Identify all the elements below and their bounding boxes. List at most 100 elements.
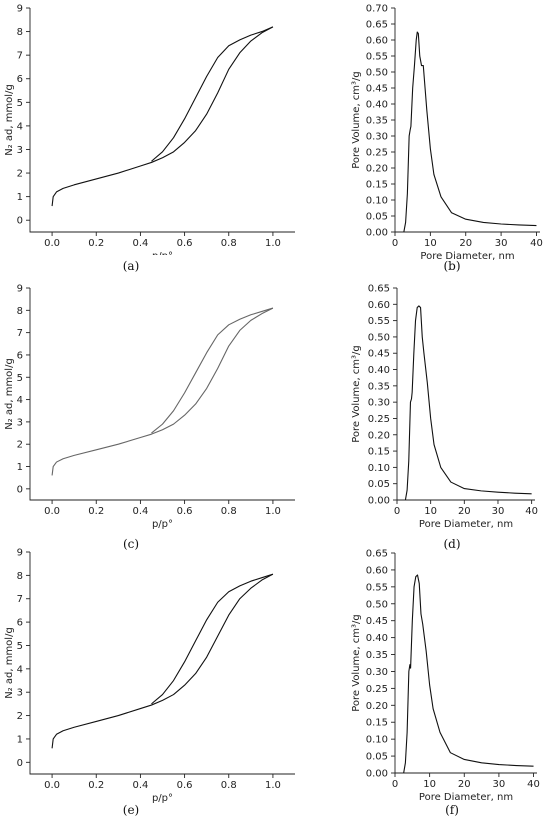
y-tick-label: 2: [17, 440, 23, 451]
axes-frame: [394, 8, 540, 233]
x-tick-label: 10: [424, 238, 437, 249]
series-line-1: [51, 307, 274, 476]
series-line-1: [404, 305, 532, 501]
y-tick-label: 0.30: [366, 132, 388, 143]
axes-frame: [29, 288, 295, 501]
y-tick-label: 0.20: [368, 430, 390, 441]
y-axis-title: Pore Volume, cm³/g: [351, 71, 362, 169]
chart-svg-f: 0 10 20 30 40 0.00 0.05 0.10 0.15 0.20 0.25 0.30 0.3…: [351, 549, 540, 804]
caption-a: (a): [122, 259, 140, 273]
axes-frame: [29, 552, 295, 775]
y-tick-label: 1: [17, 462, 23, 473]
y-tick-label: 6: [17, 74, 23, 85]
y-tick-label: 0.10: [366, 735, 388, 746]
x-tick-label: 0.4: [132, 780, 148, 791]
y-tick-label: 0.55: [366, 582, 388, 593]
x-tick-label: 40: [530, 238, 543, 249]
y-tick-label: 8: [17, 306, 23, 317]
series-line-2: [151, 26, 274, 162]
y-tick-label: 8: [17, 571, 23, 582]
y-tick-label: 0.40: [366, 633, 388, 644]
y-tick-label: 0.65: [366, 20, 388, 31]
chart-svg-b: 0 10 20 30 40 0.00 0.05 0.10 0.15 0.20 0.25 0.30 0.3…: [351, 4, 543, 263]
series-line-2: [151, 573, 274, 705]
y-tick-label: 0.50: [368, 332, 390, 343]
y-tick-label: 0.65: [366, 549, 388, 560]
y-tick-label: 0.05: [368, 479, 390, 490]
y-tick-label: 0.10: [366, 196, 388, 207]
y-tick-label: 7: [17, 328, 23, 339]
y-tick-label: 0.45: [366, 616, 388, 627]
series-line-1: [403, 574, 534, 774]
y-tick-label: 4: [17, 664, 23, 675]
x-tick-label: 20: [458, 506, 471, 517]
axes-frame: [394, 553, 537, 774]
chart-panel-d: 0 10 20 30 40 0.00 0.05 0.10 0.15 0.20 0.25 0.30 0.3…: [345, 278, 550, 538]
x-tick-label: 20: [458, 779, 471, 790]
axes-frame: [396, 288, 535, 501]
y-tick-label: 0.25: [368, 414, 390, 425]
x-axis-title: Pore Diameter, nm: [419, 792, 513, 803]
y-tick-label: 0.50: [366, 599, 388, 610]
y-tick-label: 0.00: [366, 769, 388, 780]
chart-svg-e: 0.0 0.2 0.4 0.6 0.8 1.0 0 1 2 3 4 5 6 7 8 9 p/p° N₂ ad, m…: [4, 548, 295, 803]
y-tick-label: 1: [17, 734, 23, 745]
y-tick-label: 0.00: [366, 228, 388, 239]
x-tick-label: 1.0: [265, 506, 281, 517]
chart-panel-f: 0 10 20 30 40 0.00 0.05 0.10 0.15 0.20 0.25 0.30 0.3…: [345, 548, 550, 808]
x-tick-label: 30: [493, 779, 506, 790]
chart-panel-c: 0.0 0.2 0.4 0.6 0.8 1.0 0 1 2 3 4 5 6 7 8 9 p/p° N₂ ad, m…: [0, 278, 300, 533]
y-tick-label: 0: [17, 758, 23, 769]
x-tick-label: 0.0: [44, 506, 60, 517]
y-tick-label: 0: [17, 216, 23, 227]
y-tick-label: 0.25: [366, 148, 388, 159]
x-tick-label: 0: [394, 506, 400, 517]
series-line-1: [51, 26, 274, 207]
chart-svg-d: 0 10 20 30 40 0.00 0.05 0.10 0.15 0.20 0.25 0.30 0.3…: [351, 284, 538, 531]
x-tick-label: 0.8: [221, 506, 237, 517]
y-tick-label: 0.60: [368, 300, 390, 311]
y-tick-label: 7: [17, 594, 23, 605]
caption-c: (c): [122, 537, 140, 551]
x-tick-label: 1.0: [265, 780, 281, 791]
y-tick-label: 0.05: [366, 752, 388, 763]
y-tick-label: 0.35: [366, 650, 388, 661]
caption-b: (b): [443, 259, 461, 273]
x-tick-label: 10: [423, 779, 436, 790]
y-tick-label: 0.15: [366, 718, 388, 729]
y-axis-title: N₂ ad, mmol/g: [4, 627, 15, 699]
y-tick-label: 0.55: [368, 316, 390, 327]
x-tick-label: 40: [527, 779, 540, 790]
y-tick-label: 6: [17, 618, 23, 629]
y-tick-label: 4: [17, 395, 23, 406]
y-axis-title: N₂ ad, mmol/g: [4, 84, 15, 156]
x-tick-label: 0: [392, 238, 398, 249]
chart-svg-c: 0.0 0.2 0.4 0.6 0.8 1.0 0 1 2 3 4 5 6 7 8 9 p/p° N₂ ad, m…: [4, 284, 295, 530]
y-tick-label: 3: [17, 145, 23, 156]
chart-panel-b: 0 10 20 30 40 0.00 0.05 0.10 0.15 0.20 0.25 0.30 0.3…: [345, 0, 550, 270]
y-axis-title: Pore Volume, cm³/g: [351, 614, 362, 712]
y-tick-label: 0.30: [368, 398, 390, 409]
caption-e: (e): [122, 803, 140, 817]
caption-f: (f): [445, 803, 459, 817]
y-tick-label: 0.10: [368, 463, 390, 474]
y-tick-label: 9: [17, 548, 23, 559]
x-tick-label: 0.0: [44, 780, 60, 791]
y-tick-label: 4: [17, 121, 23, 132]
y-tick-label: 0.05: [366, 212, 388, 223]
x-tick-label: 20: [459, 238, 472, 249]
x-tick-label: 30: [495, 238, 508, 249]
x-tick-label: 0.6: [177, 780, 193, 791]
caption-d: (d): [443, 537, 461, 551]
y-tick-label: 8: [17, 27, 23, 38]
y-axis-title: Pore Volume, cm³/g: [351, 345, 362, 443]
x-axis-title: p/p°: [152, 519, 173, 530]
series-line-1: [51, 573, 274, 749]
y-tick-label: 0.70: [366, 4, 388, 15]
x-tick-label: 30: [492, 506, 505, 517]
y-tick-label: 0.55: [366, 52, 388, 63]
y-tick-label: 0.65: [368, 284, 390, 295]
x-tick-label: 0.6: [177, 506, 193, 517]
y-tick-label: 3: [17, 417, 23, 428]
x-tick-label: 0: [392, 779, 398, 790]
